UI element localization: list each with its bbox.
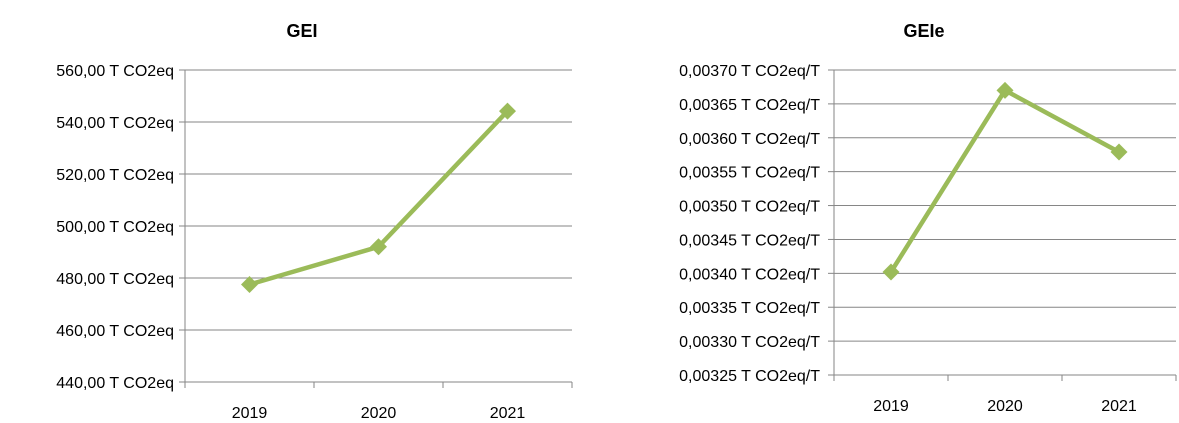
gei-point-2020 (370, 238, 387, 256)
geie-x-tick-label: 2019 (873, 398, 909, 415)
gei-y-tick-label: 560,00 T CO2eq (56, 63, 174, 80)
geie-y-tick-label: 0,00350 T CO2eq/T (679, 199, 820, 216)
gei-x-tick-label: 2021 (490, 405, 526, 422)
gei-point-2019 (241, 276, 258, 293)
chart-gei-y-tick-labels: 560,00 T CO2eq 540,00 T CO2eq 520,00 T CO2… (56, 63, 174, 392)
gei-point-2021 (499, 102, 516, 120)
chart-geie-series (882, 81, 1128, 281)
chart-geie-gridlines (834, 69, 1176, 342)
geie-x-tick-label: 2021 (1101, 398, 1137, 415)
gei-y-tick-label: 540,00 T CO2eq (56, 115, 174, 132)
geie-y-tick-label: 0,00345 T CO2eq/T (679, 232, 820, 249)
geie-x-tick-label: 2020 (987, 398, 1023, 415)
chart-geie: GEIe 0,00370 T CO2eq/T0,00365 T CO2eq/T0… (679, 21, 1177, 415)
geie-point-2021 (1110, 143, 1128, 161)
gei-series-line (247, 108, 510, 287)
gei-y-tick-label: 520,00 T CO2eq (56, 167, 174, 184)
chart-gei: GEI 560,00 T CO2eq 540,00 T CO2eq 520,00 T… (56, 21, 573, 422)
geie-y-tick-label: 0,00325 T CO2eq/T (679, 368, 820, 385)
chart-gei-title: GEI (286, 21, 317, 41)
chart-gei-gridlines (185, 69, 572, 331)
geie-y-tick-label: 0,00370 T CO2eq/T (679, 63, 820, 80)
chart-geie-axes (828, 69, 1177, 381)
geie-y-tick-label: 0,00335 T CO2eq/T (679, 300, 820, 317)
geie-y-tick-label: 0,00330 T CO2eq/T (679, 334, 820, 351)
gei-y-tick-label: 440,00 T CO2eq (56, 375, 174, 392)
chart-geie-y-tick-labels: 0,00370 T CO2eq/T 0,00365 T CO2eq/T 0,0036… (679, 63, 820, 385)
chart-gei-axes (179, 69, 573, 388)
geie-y-tick-label: 0,00365 T CO2eq/T (679, 97, 820, 114)
gei-x-tick-label: 2020 (361, 405, 397, 422)
gei-y-tick-label: 500,00 T CO2eq (56, 219, 174, 236)
geie-y-tick-label: 0,00340 T CO2eq/T (679, 266, 820, 283)
geie-y-tick-label: 0,00360 T CO2eq/T (679, 131, 820, 148)
geie-series-line (888, 88, 1122, 275)
chart-geie-x-tick-labels: 2019 2020 2021 (873, 398, 1137, 415)
chart-geie-title: GEIe (903, 21, 944, 41)
gei-y-tick-label: 480,00 T CO2eq (56, 271, 174, 288)
chart-gei-series (241, 102, 516, 293)
geie-point-2019 (882, 263, 900, 281)
gei-y-tick-label: 460,00 T CO2eq (56, 323, 174, 340)
chart-gei-x-tick-labels: 2019 2020 2021 (232, 405, 526, 422)
geie-y-tick-label: 0,00355 T CO2eq/T (679, 165, 820, 182)
gei-x-tick-label: 2019 (232, 405, 268, 422)
geie-point-2020 (996, 81, 1014, 99)
